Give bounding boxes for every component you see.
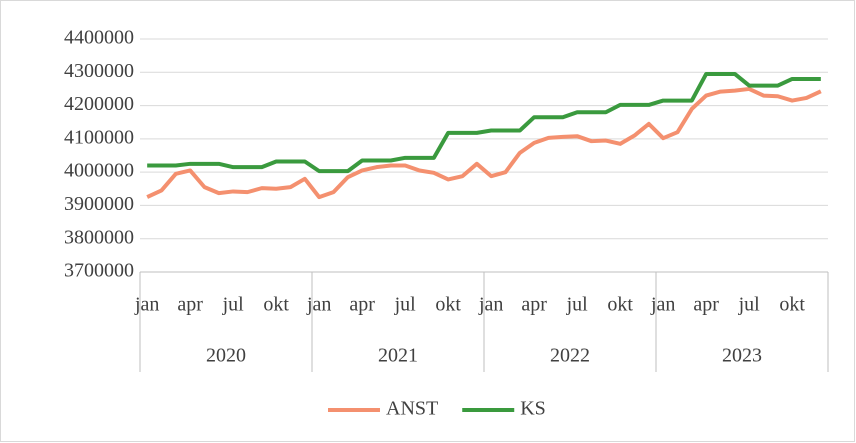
line-series	[146, 86, 822, 200]
y-tick-label: 3800000	[64, 226, 134, 248]
x-group-label: 2020	[206, 345, 246, 367]
x-tick-label: jan	[134, 294, 159, 316]
y-tick-label: 3900000	[64, 193, 134, 215]
x-tick-label: jul	[566, 294, 589, 316]
x-tick-label: jan	[478, 294, 503, 316]
x-tick-label: apr	[177, 294, 203, 316]
x-tick-label: jan	[306, 294, 331, 316]
y-tick-label: 4000000	[64, 160, 134, 182]
x-tick-label: jul	[222, 294, 245, 316]
x-tick-label: okt	[435, 294, 461, 316]
x-tick-label: okt	[263, 294, 289, 316]
y-tick-label: 4100000	[64, 126, 134, 148]
x-tick-label: okt	[779, 294, 805, 316]
x-tick-label: jul	[738, 294, 761, 316]
x-tick-label: apr	[349, 294, 375, 316]
line-series	[147, 71, 821, 174]
legend-label: ANST	[386, 398, 438, 420]
x-tick-label: apr	[693, 294, 719, 316]
x-group-label: 2022	[550, 345, 590, 367]
x-tick-label: okt	[607, 294, 633, 316]
x-tick-label: apr	[521, 294, 547, 316]
x-tick-label: jul	[394, 294, 417, 316]
x-group-label: 2021	[378, 345, 418, 367]
y-tick-label: 4400000	[64, 27, 134, 49]
y-tick-label: 4300000	[64, 60, 134, 82]
x-group-label: 2023	[722, 345, 762, 367]
legend-label: KS	[520, 398, 546, 420]
y-tick-label: 4200000	[64, 93, 134, 115]
x-tick-label: jan	[650, 294, 675, 316]
y-tick-label: 3700000	[64, 260, 134, 282]
